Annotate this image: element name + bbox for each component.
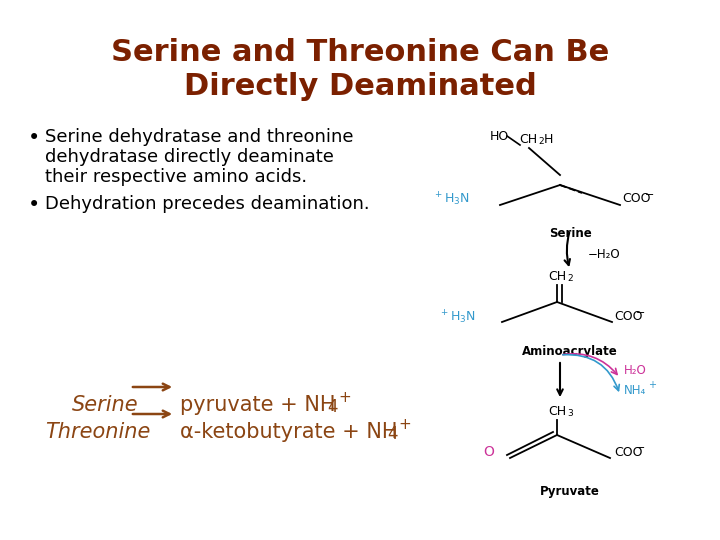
Text: 2: 2 xyxy=(567,274,572,283)
Text: Serine and Threonine Can Be: Serine and Threonine Can Be xyxy=(111,38,609,67)
Text: Dehydration precedes deamination.: Dehydration precedes deamination. xyxy=(45,195,369,213)
Text: CH: CH xyxy=(548,405,566,418)
Text: 2: 2 xyxy=(538,137,544,146)
Text: Serine dehydratase and threonine: Serine dehydratase and threonine xyxy=(45,128,354,146)
Text: $\mathregular{^+H_3N}$: $\mathregular{^+H_3N}$ xyxy=(433,190,470,208)
Text: Serine: Serine xyxy=(72,395,139,415)
Text: COO: COO xyxy=(622,192,650,206)
Text: pyruvate + NH: pyruvate + NH xyxy=(180,395,336,415)
Text: −: − xyxy=(645,190,654,200)
Text: Aminoacrylate: Aminoacrylate xyxy=(522,345,618,358)
Text: +: + xyxy=(338,390,351,405)
Text: 4: 4 xyxy=(327,398,338,416)
Text: their respective amino acids.: their respective amino acids. xyxy=(45,168,307,186)
Text: −: − xyxy=(636,308,645,318)
Text: COO: COO xyxy=(614,446,642,458)
Text: 3: 3 xyxy=(567,409,572,418)
Text: Threonine: Threonine xyxy=(45,422,150,442)
Text: Directly Deaminated: Directly Deaminated xyxy=(184,72,536,101)
Text: $\mathregular{^+H_3N}$: $\mathregular{^+H_3N}$ xyxy=(439,308,476,326)
Text: −: − xyxy=(636,443,645,453)
Text: H: H xyxy=(544,133,554,146)
Text: −H₂O: −H₂O xyxy=(588,248,621,261)
Text: NH₄: NH₄ xyxy=(624,383,647,396)
Text: +: + xyxy=(398,417,410,432)
Text: O: O xyxy=(483,445,494,459)
Text: COO: COO xyxy=(614,310,642,323)
Text: •: • xyxy=(28,128,40,148)
Text: •: • xyxy=(28,195,40,215)
Text: CH: CH xyxy=(519,133,537,146)
Text: +: + xyxy=(648,380,656,390)
Text: 4: 4 xyxy=(387,425,397,443)
Text: HO: HO xyxy=(490,130,509,143)
Text: Pyruvate: Pyruvate xyxy=(540,485,600,498)
Text: Serine: Serine xyxy=(549,227,591,240)
Text: H₂O: H₂O xyxy=(624,363,647,376)
Text: dehydratase directly deaminate: dehydratase directly deaminate xyxy=(45,148,334,166)
Text: CH: CH xyxy=(548,270,566,283)
Text: α-ketobutyrate + NH: α-ketobutyrate + NH xyxy=(180,422,397,442)
